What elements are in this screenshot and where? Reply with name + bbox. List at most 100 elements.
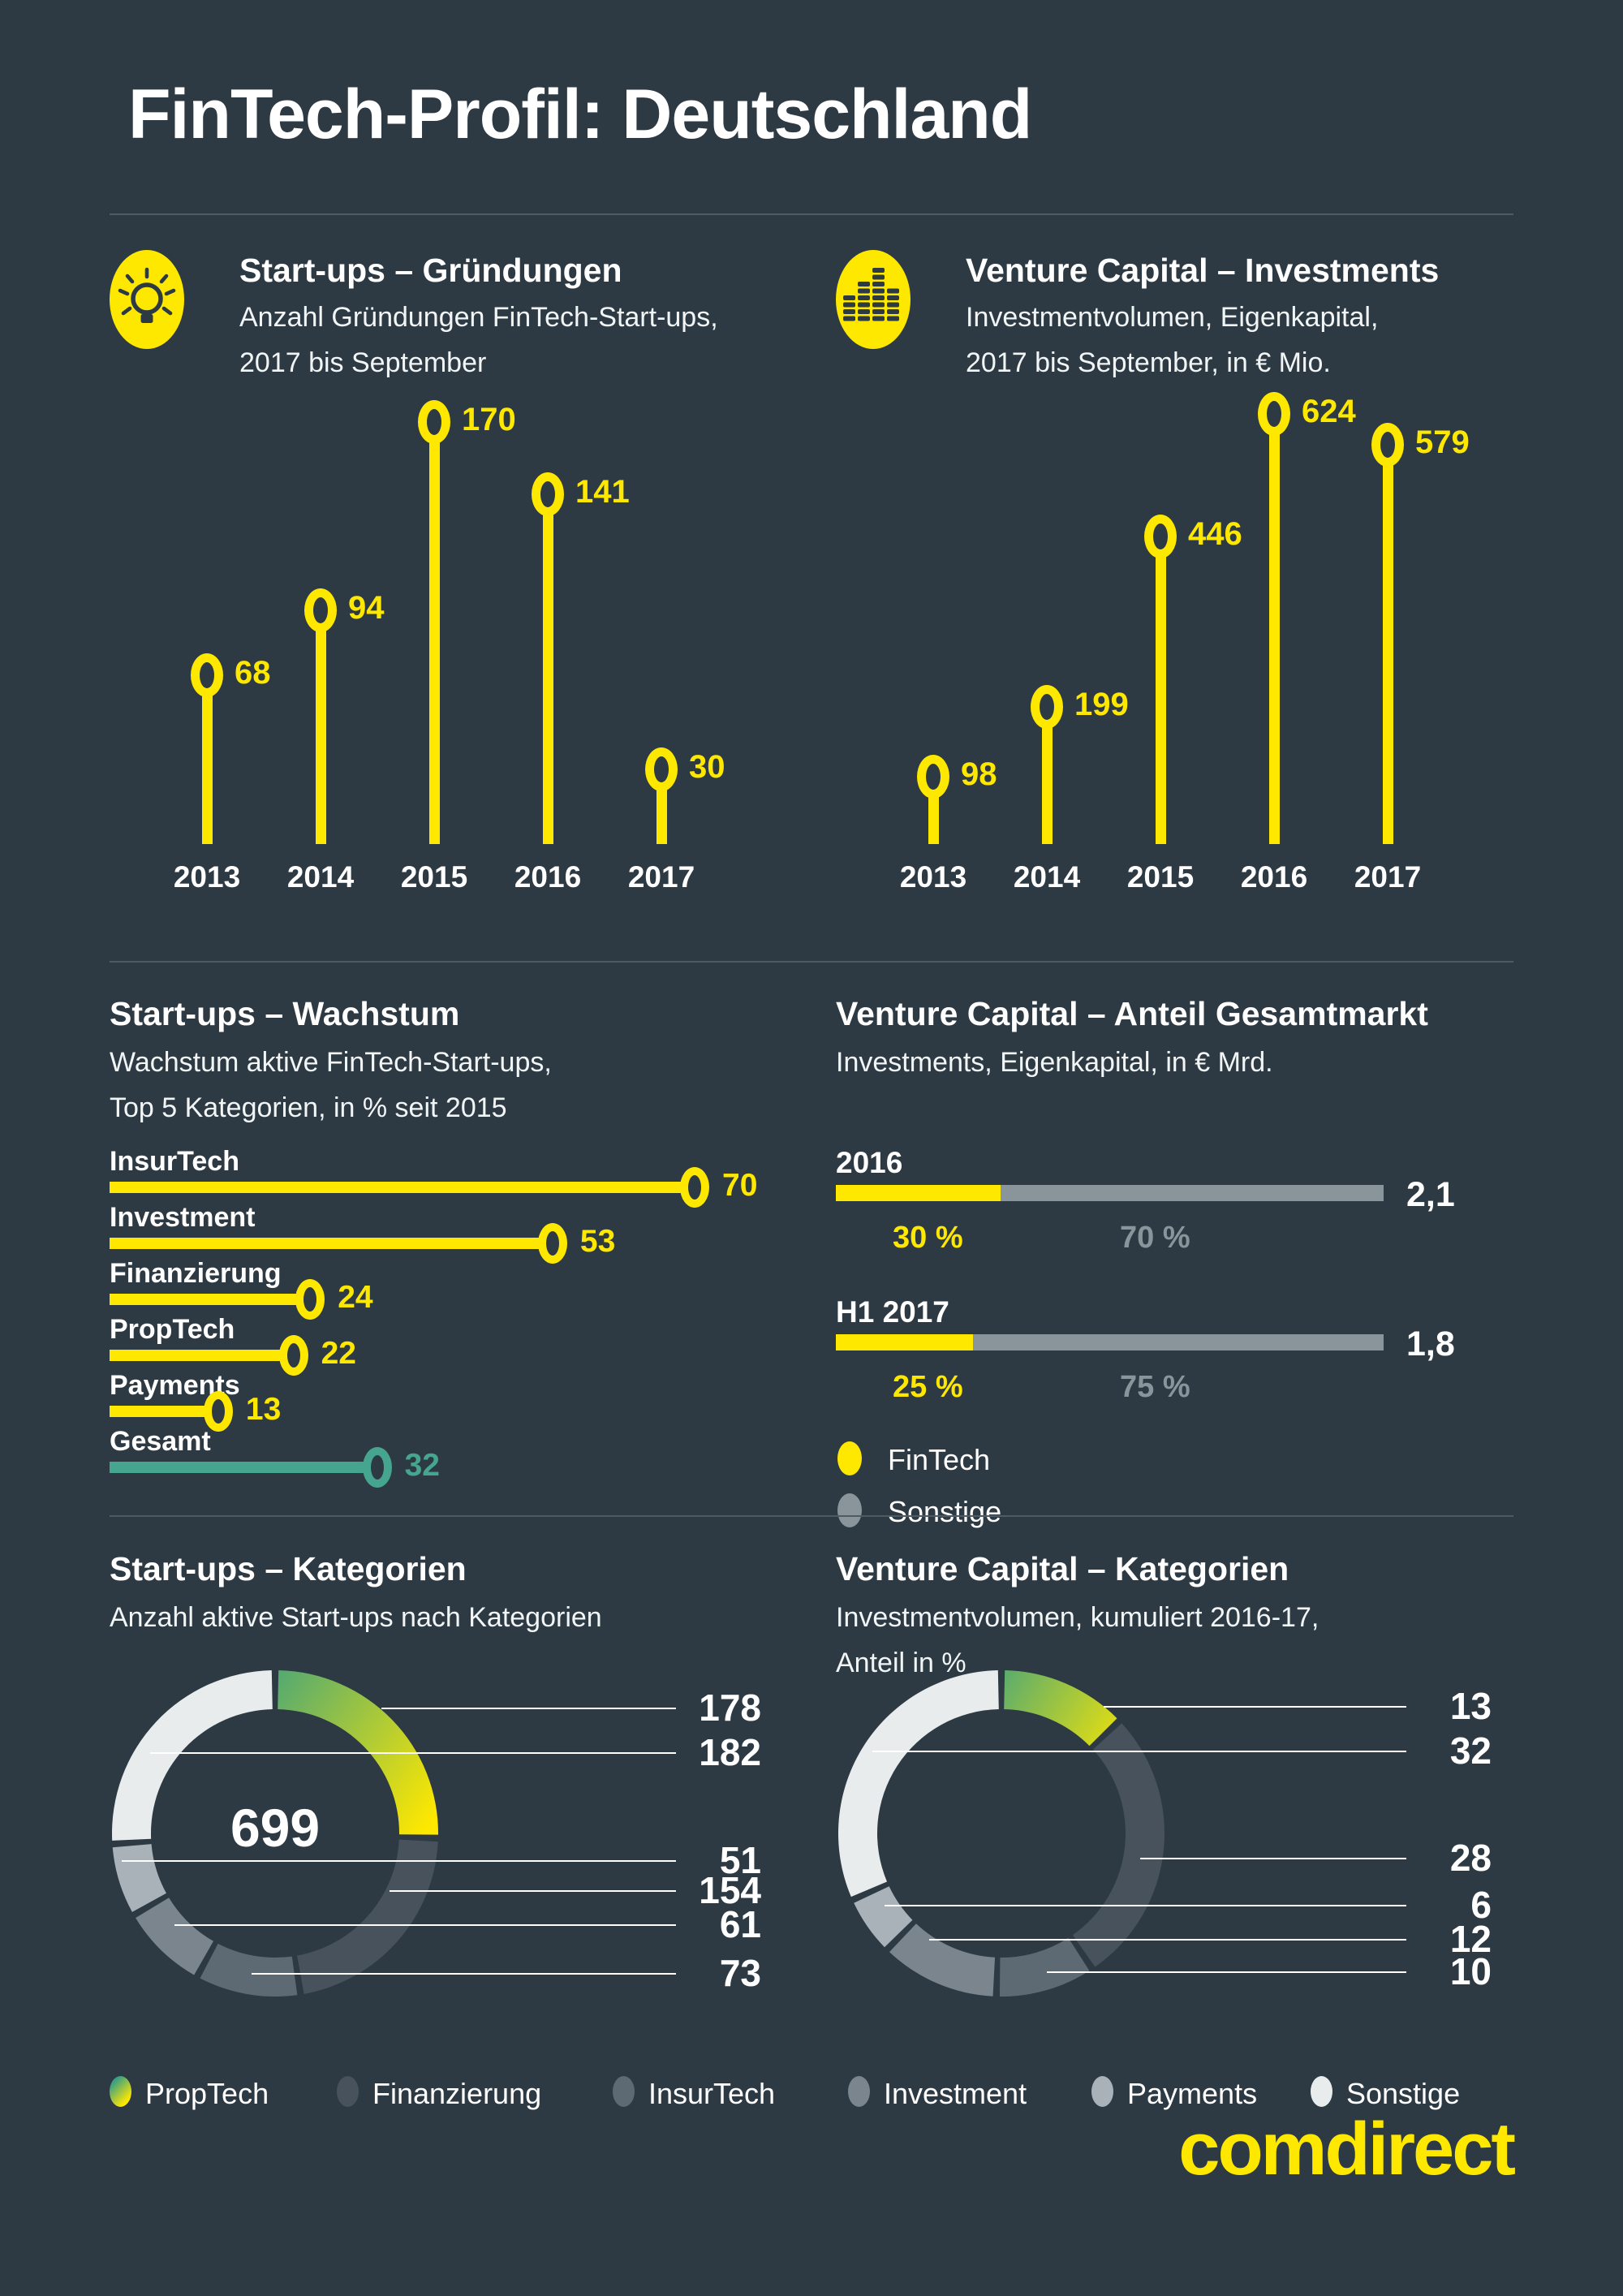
page-title: FinTech-Profil: Deutschland — [128, 75, 1032, 153]
donut-value-label-finanzierung: 28 — [1449, 1837, 1492, 1879]
value-label: 170 — [462, 402, 516, 437]
year-label: 2015 — [1126, 860, 1195, 894]
value-label: 579 — [1415, 424, 1470, 461]
value-label: 30 — [689, 749, 725, 786]
donut-value-label-insurtech: 10 — [1449, 1950, 1492, 1992]
value-label: 199 — [1074, 686, 1129, 722]
category-legend: PropTech Finanzierung InsurTech Investment P… — [0, 2074, 1623, 2123]
section-subtitle: Wachstum aktive FinTech-Start-ups, — [110, 1047, 552, 1078]
share-pct-sonstige: 70 % — [1120, 1221, 1190, 1255]
section-subtitle: Anzahl aktive Start-ups nach Kategorien — [110, 1602, 602, 1633]
section-title-vc-investments: Venture Capital – Investments — [966, 252, 1440, 289]
lollipop-stick — [928, 792, 939, 844]
donut-value-label-sonstige: 182 — [699, 1731, 761, 1773]
lollipop-stick — [316, 627, 326, 844]
share-legend-dot-sonstige — [837, 1493, 862, 1527]
lollipop-ring — [1144, 515, 1177, 559]
legend-dot-payments — [1091, 2076, 1113, 2107]
share-total-label: 1,8 — [1406, 1325, 1455, 1363]
share-pct-fintech: 30 % — [893, 1221, 963, 1255]
section-title-gruendungen: Start-ups – Gründungen — [239, 252, 622, 289]
share-pct-sonstige: 75 % — [1120, 1370, 1190, 1404]
divider-bottom — [110, 1515, 1513, 1517]
value-label: 141 — [575, 473, 630, 510]
lightbulb-icon — [110, 250, 184, 349]
section-subtitle: Investments, Eigenkapital, in € Mrd. — [836, 1047, 1273, 1078]
year-label: 2014 — [286, 860, 355, 894]
chart-vc-investments: 98 2013 199 2014 446 2015 624 2016 579 2017 — [828, 392, 1542, 909]
growth-ring — [537, 1223, 567, 1264]
lollipop-ring — [532, 472, 564, 516]
growth-bar — [110, 1350, 287, 1361]
comdirect-logo: comdirect — [1178, 2108, 1516, 2190]
lollipop-ring — [1371, 423, 1404, 467]
section-subtitle: Investmentvolumen, Eigenkapital, — [966, 302, 1379, 333]
donut-value-label-insurtech: 73 — [719, 1952, 761, 1994]
section-title-vc-kategorien: Venture Capital – Kategorien — [836, 1550, 1289, 1587]
lollipop-ring — [645, 747, 678, 792]
growth-value-label: 70 — [722, 1168, 758, 1203]
divider-middle — [110, 961, 1513, 963]
year-label: 2016 — [514, 860, 582, 894]
growth-category-label: PropTech — [110, 1314, 235, 1345]
lollipop-stick — [657, 786, 667, 844]
legend-label: Investment — [884, 2077, 1027, 2110]
share-bar-fintech — [836, 1185, 1001, 1201]
growth-category-label: InsurTech — [110, 1146, 239, 1177]
growth-bar — [110, 1462, 371, 1473]
donut-value-label-investment: 61 — [719, 1903, 761, 1945]
lollipop-ring — [304, 588, 337, 633]
legend-label: Finanzierung — [372, 2077, 542, 2110]
lollipop-stick — [202, 691, 213, 844]
growth-bar — [110, 1238, 546, 1249]
divider-top — [110, 213, 1513, 215]
coins-icon — [836, 250, 911, 349]
lollipop-stick — [429, 438, 440, 844]
donut-value-label-finanzierung: 154 — [699, 1869, 761, 1911]
share-bar-fintech — [836, 1334, 973, 1350]
share-total-label: 2,1 — [1406, 1175, 1455, 1214]
year-label: 2017 — [627, 860, 695, 894]
share-bar-sonstige — [972, 1334, 1384, 1350]
section-subtitle: Top 5 Kategorien, in % seit 2015 — [110, 1092, 507, 1123]
share-bar-sonstige — [1000, 1185, 1384, 1201]
growth-bar — [110, 1294, 304, 1305]
chart-startup-wachstum: InsurTech 70 Investment 53 Finanzierung 24 Pro… — [110, 1146, 824, 1503]
lollipop-ring — [1258, 392, 1290, 436]
section-title-anteil: Venture Capital – Anteil Gesamtmarkt — [836, 995, 1428, 1032]
lollipop-stick — [1156, 553, 1166, 844]
legend-dot-proptech — [110, 2076, 131, 2107]
legend-dot-finanzierung — [337, 2076, 359, 2107]
growth-value-label: 53 — [579, 1224, 616, 1259]
growth-category-label: Gesamt — [110, 1426, 211, 1457]
donut-value-label-sonstige: 32 — [1449, 1730, 1492, 1772]
growth-category-label: Investment — [110, 1202, 256, 1233]
legend-label: InsurTech — [648, 2077, 776, 2110]
coins-glyph — [843, 268, 899, 321]
value-label: 94 — [348, 590, 385, 627]
growth-ring — [362, 1447, 392, 1488]
year-label: 2017 — [1354, 860, 1422, 894]
year-label: 2013 — [899, 860, 967, 894]
share-pct-fintech: 25 % — [893, 1370, 963, 1404]
growth-bar — [110, 1406, 212, 1417]
section-subtitle: 2017 bis September, in € Mio. — [966, 347, 1331, 378]
year-label: 2014 — [1013, 860, 1081, 894]
legend-dot-sonstige — [1311, 2076, 1332, 2107]
section-subtitle: 2017 bis September — [239, 347, 487, 378]
year-label: 2013 — [173, 860, 241, 894]
lollipop-ring — [418, 400, 450, 444]
donut-value-label-payments: 51 — [719, 1839, 761, 1881]
section-title-wachstum: Start-ups – Wachstum — [110, 995, 460, 1032]
share-row-label: 2016 — [836, 1146, 903, 1179]
growth-value-label: 24 — [338, 1280, 373, 1315]
growth-bar — [110, 1182, 688, 1193]
donut-center-label: 699 — [230, 1798, 321, 1858]
share-legend-label: FinTech — [888, 1443, 991, 1476]
lollipop-ring — [1031, 684, 1063, 729]
section-subtitle: Anzahl Gründungen FinTech-Start-ups, — [239, 302, 718, 333]
growth-ring — [203, 1391, 233, 1432]
lollipop-ring — [191, 653, 223, 697]
donut-value-label-investment: 12 — [1449, 1918, 1492, 1960]
